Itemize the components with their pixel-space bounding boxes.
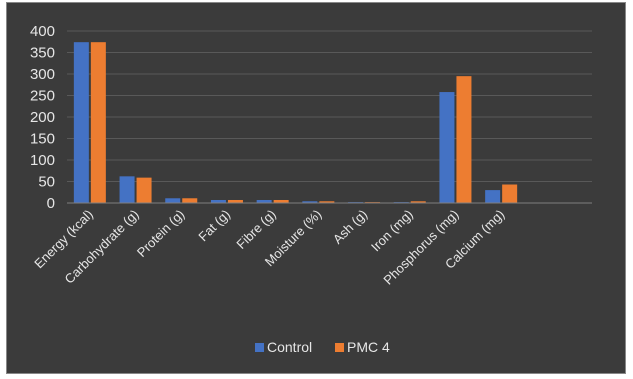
y-tick-label: 400 <box>30 23 55 40</box>
x-tick-label: Iron (mg) <box>368 207 416 255</box>
y-tick-label: 300 <box>30 66 55 83</box>
legend: Control PMC 4 <box>255 339 390 355</box>
bar-control-9 <box>485 190 501 203</box>
bar-control-2 <box>165 198 181 203</box>
x-tick-label: Protein (g) <box>134 207 188 261</box>
bar-pmc-4-5 <box>319 201 335 203</box>
y-tick-label: 100 <box>30 152 55 169</box>
y-tick-label: 200 <box>30 109 55 126</box>
bar-control-4 <box>256 199 272 203</box>
bar-control-5 <box>302 201 318 203</box>
x-tick-label: Ash (g) <box>330 207 370 247</box>
bar-chart: 0 50 100 150 200 250 300 350 400 Energy (kcal)Ca… <box>30 23 592 355</box>
bar-control-8 <box>439 92 455 203</box>
y-tick-label: 150 <box>30 131 55 148</box>
bar-pmc-4-4 <box>273 199 289 203</box>
gridlines <box>67 30 592 182</box>
bar-pmc-4-2 <box>182 198 198 203</box>
x-axis-tick-labels: Energy (kcal)Carbohydrate (g)Protein (g)… <box>31 207 507 288</box>
x-tick-label: Fat (g) <box>195 207 233 245</box>
y-axis-tick-labels: 0 50 100 150 200 250 300 350 400 <box>30 23 55 212</box>
bar-control-3 <box>210 199 226 203</box>
bar-control-0 <box>73 42 89 204</box>
legend-swatch-control <box>255 343 264 352</box>
bar-control-1 <box>119 176 135 203</box>
bar-pmc-4-3 <box>227 199 243 203</box>
legend-label-control: Control <box>267 339 312 355</box>
x-tick-label: Fibre (g) <box>233 207 278 252</box>
bar-pmc-4-8 <box>456 76 472 203</box>
bar-pmc-4-9 <box>502 184 518 203</box>
legend-swatch-pmc-4 <box>335 343 344 352</box>
bar-pmc-4-0 <box>90 42 106 204</box>
bar-pmc-4-7 <box>410 201 426 203</box>
chart-frame: 0 50 100 150 200 250 300 350 400 Energy (kcal) Ca… <box>6 2 626 374</box>
y-tick-label: 0 <box>47 195 55 212</box>
legend-label-pmc-4: PMC 4 <box>347 339 390 355</box>
y-tick-label: 50 <box>38 174 55 191</box>
bars <box>73 42 518 204</box>
bar-pmc-4-1 <box>136 177 152 203</box>
y-tick-label: 250 <box>30 88 55 105</box>
y-tick-label: 350 <box>30 45 55 62</box>
